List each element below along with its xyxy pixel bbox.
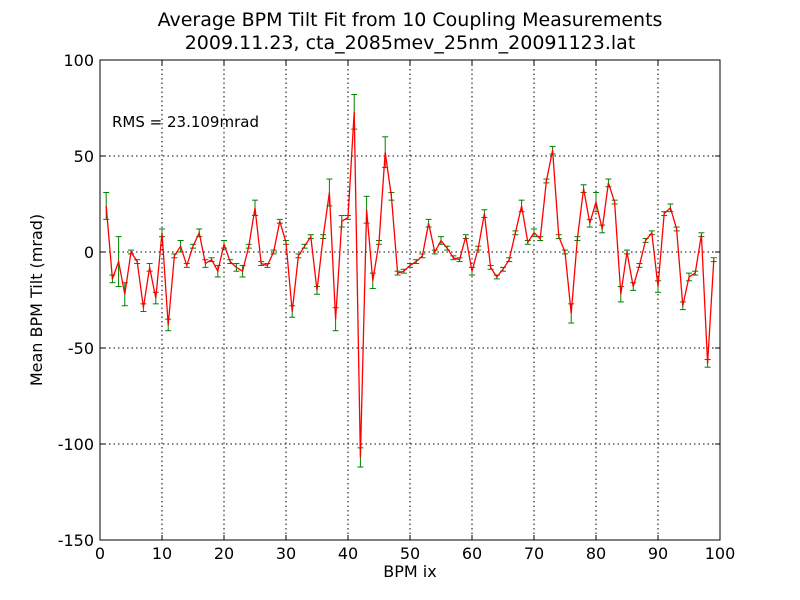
- grid-lines: [100, 60, 720, 540]
- x-tick-label: 10: [152, 544, 172, 563]
- x-tick-label: 100: [705, 544, 736, 563]
- x-tick-label: 40: [338, 544, 358, 563]
- x-tick-label: 20: [214, 544, 234, 563]
- x-tick-label: 50: [400, 544, 420, 563]
- y-tick-label: -150: [58, 531, 94, 550]
- x-tick-label: 70: [524, 544, 544, 563]
- y-tick-label: 50: [74, 147, 94, 166]
- y-tick-label: -50: [68, 339, 94, 358]
- y-axis-label: Mean BPM Tilt (mrad): [27, 214, 46, 386]
- x-axis-label: BPM ix: [383, 562, 436, 581]
- y-tick-label: 0: [84, 243, 94, 262]
- x-tick-label: 30: [276, 544, 296, 563]
- series-line: [105, 111, 715, 458]
- x-tick-label: 90: [648, 544, 668, 563]
- rms-annotation: RMS = 23.109mrad: [112, 113, 259, 131]
- x-tick-label: 60: [462, 544, 482, 563]
- x-tick-label: 0: [95, 544, 105, 563]
- y-tick-label: -100: [58, 435, 94, 454]
- y-tick-label: 100: [63, 51, 94, 70]
- x-tick-label: 80: [586, 544, 606, 563]
- axis-ticks: 0 10 20 30 40 50 60 70 80 90 100 -150 -100 -50 0 50 100: [58, 51, 736, 563]
- chart-subtitle: 2009.11.23, cta_2085mev_25nm_20091123.la…: [185, 32, 636, 54]
- chart-title: Average BPM Tilt Fit from 10 Coupling Me…: [158, 9, 663, 31]
